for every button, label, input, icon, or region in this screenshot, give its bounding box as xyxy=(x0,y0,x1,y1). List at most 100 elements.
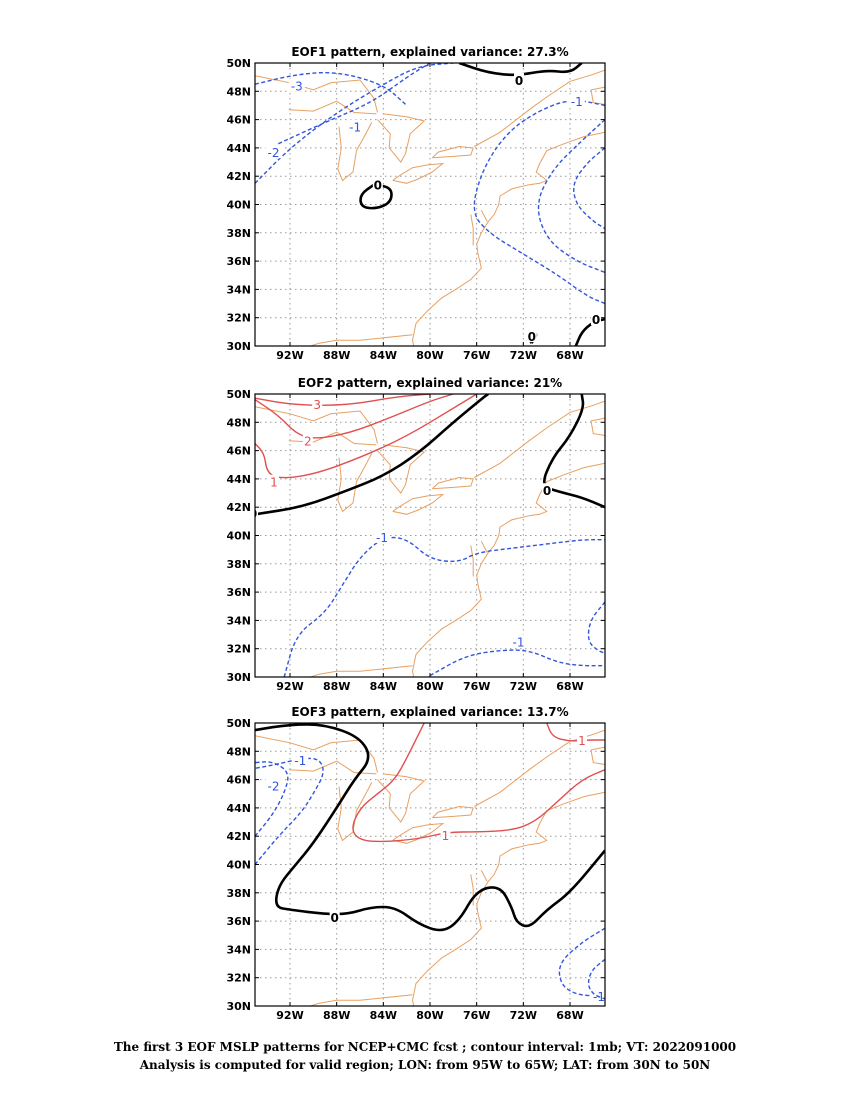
lon-tick-label: 80W xyxy=(416,680,443,693)
lon-tick-labels: 92W 88W 84W 80W 76W 72W 68W xyxy=(276,63,584,362)
contour-label: -2 xyxy=(268,779,280,793)
lat-tick-label: 50N xyxy=(226,57,251,70)
contour-label: 0 xyxy=(543,484,551,498)
contour-neg1-line xyxy=(255,757,324,865)
contour-neg1-line xyxy=(429,649,605,677)
contour-neg1-line xyxy=(473,100,605,305)
eof1-panel: EOF1 pattern, explained variance: 27.3% -… xyxy=(226,45,606,362)
lon-tick-label: 92W xyxy=(276,680,303,693)
contour-label: -3 xyxy=(291,80,303,94)
contour-label: 0 xyxy=(592,313,600,327)
lon-tick-label: 88W xyxy=(323,680,350,693)
lon-tick-label: 76W xyxy=(463,349,490,362)
lat-tick-label: 40N xyxy=(226,530,251,543)
contour-neg2-line xyxy=(587,958,605,1000)
lon-tick-label: 80W xyxy=(416,349,443,362)
lat-tick-label: 46N xyxy=(226,445,251,458)
contour-2-line xyxy=(255,394,454,439)
lat-tick-label: 42N xyxy=(226,830,251,843)
contour-1-line xyxy=(255,394,478,479)
lat-tick-label: 30N xyxy=(226,671,251,684)
caption-line-1: The first 3 EOF MSLP patterns for NCEP+C… xyxy=(113,1040,737,1054)
lat-tick-label: 50N xyxy=(226,717,251,730)
contour-label: 3 xyxy=(313,398,321,412)
lon-tick-label: 84W xyxy=(370,680,397,693)
contour-label: 0 xyxy=(249,507,257,521)
contour-neg1-line xyxy=(278,63,431,145)
lat-tick-label: 30N xyxy=(226,340,251,353)
contour-1-line xyxy=(546,723,605,742)
contour-3-line xyxy=(255,394,431,407)
contour-label: 1 xyxy=(578,734,586,748)
lon-tick-label: 88W xyxy=(323,349,350,362)
lat-tick-label: 36N xyxy=(226,586,251,599)
contour-0-line xyxy=(543,394,605,509)
contour-label: -1 xyxy=(349,121,361,135)
contour-1-line xyxy=(352,723,605,843)
eof2-panel: EOF2 pattern, explained variance: 21% 3 2 1… xyxy=(226,376,606,693)
contour-label: 0 xyxy=(515,74,523,88)
panel-title: EOF2 pattern, explained variance: 21% xyxy=(298,376,562,390)
lon-tick-label: 92W xyxy=(276,1009,303,1022)
contour-label: 0 xyxy=(374,179,382,193)
caption-line-2: Analysis is computed for valid region; L… xyxy=(139,1058,711,1072)
lat-tick-label: 38N xyxy=(226,227,251,240)
lon-tick-label: 84W xyxy=(370,1009,397,1022)
lat-tick-label: 44N xyxy=(226,142,251,155)
lon-tick-label: 68W xyxy=(556,1009,583,1022)
contour-label: 0 xyxy=(330,911,338,925)
contour-neg3-line xyxy=(255,71,408,106)
lat-tick-label: 32N xyxy=(226,972,251,985)
lat-tick-label: 48N xyxy=(226,416,251,429)
coastlines xyxy=(255,400,605,677)
lon-tick-label: 72W xyxy=(510,1009,537,1022)
lon-tick-label: 72W xyxy=(510,680,537,693)
lat-tick-labels: 30N 32N 34N 36N 38N 40N 42N 44N 46N 48N 50N xyxy=(226,388,605,684)
lon-tick-label: 68W xyxy=(556,349,583,362)
panel-title: EOF1 pattern, explained variance: 27.3% xyxy=(291,45,568,59)
lon-tick-label: 76W xyxy=(463,680,490,693)
contour-label: 1 xyxy=(442,829,450,843)
lat-tick-label: 48N xyxy=(226,745,251,758)
lat-tick-label: 40N xyxy=(226,859,251,872)
contour-neg2-line xyxy=(587,601,605,654)
lat-tick-label: 34N xyxy=(226,283,251,296)
contour-label: 0 xyxy=(528,330,536,344)
lon-tick-label: 68W xyxy=(556,680,583,693)
lon-tick-label: 76W xyxy=(463,1009,490,1022)
lat-tick-label: 34N xyxy=(226,943,251,956)
lat-tick-label: 32N xyxy=(226,312,251,325)
lat-tick-label: 38N xyxy=(226,558,251,571)
contour-label: -2 xyxy=(268,146,280,160)
contour-label: -1 xyxy=(376,531,388,545)
contour-label: -1 xyxy=(571,95,583,109)
panel-title: EOF3 pattern, explained variance: 13.7% xyxy=(291,705,568,719)
contour-0-line xyxy=(255,394,490,516)
eof3-panel: EOF3 pattern, explained variance: 13.7% -… xyxy=(226,705,606,1022)
lat-tick-label: 44N xyxy=(226,473,251,486)
contour-neg3-line xyxy=(573,147,605,230)
lat-tick-label: 30N xyxy=(226,1000,251,1013)
lat-tick-label: 34N xyxy=(226,614,251,627)
lat-tick-labels: 30N 32N 34N 36N 38N 40N 42N 44N 46N 48N 50N xyxy=(226,57,605,353)
coastlines xyxy=(255,69,605,346)
lat-tick-label: 46N xyxy=(226,114,251,127)
contour-neg1-line xyxy=(558,927,605,997)
lon-tick-label: 80W xyxy=(416,1009,443,1022)
contour-label: -1 xyxy=(513,636,525,650)
lat-tick-labels: 30N 32N 34N 36N 38N 40N 42N 44N 46N 48N 50N xyxy=(226,717,605,1013)
lat-tick-label: 42N xyxy=(226,501,251,514)
contour-neg1-line xyxy=(283,536,605,677)
lat-tick-label: 48N xyxy=(226,85,251,98)
coastlines xyxy=(255,729,605,1006)
lat-tick-label: 44N xyxy=(226,802,251,815)
lat-tick-label: 46N xyxy=(226,774,251,787)
contour-neg2-line xyxy=(255,63,454,184)
contour-neg2-line xyxy=(255,761,289,837)
lon-tick-label: 88W xyxy=(323,1009,350,1022)
lat-tick-label: 42N xyxy=(226,170,251,183)
contour-neg2-line xyxy=(537,119,605,274)
lon-tick-labels: 92W 88W 84W 80W 76W 72W 68W xyxy=(276,723,584,1022)
lat-tick-label: 50N xyxy=(226,388,251,401)
